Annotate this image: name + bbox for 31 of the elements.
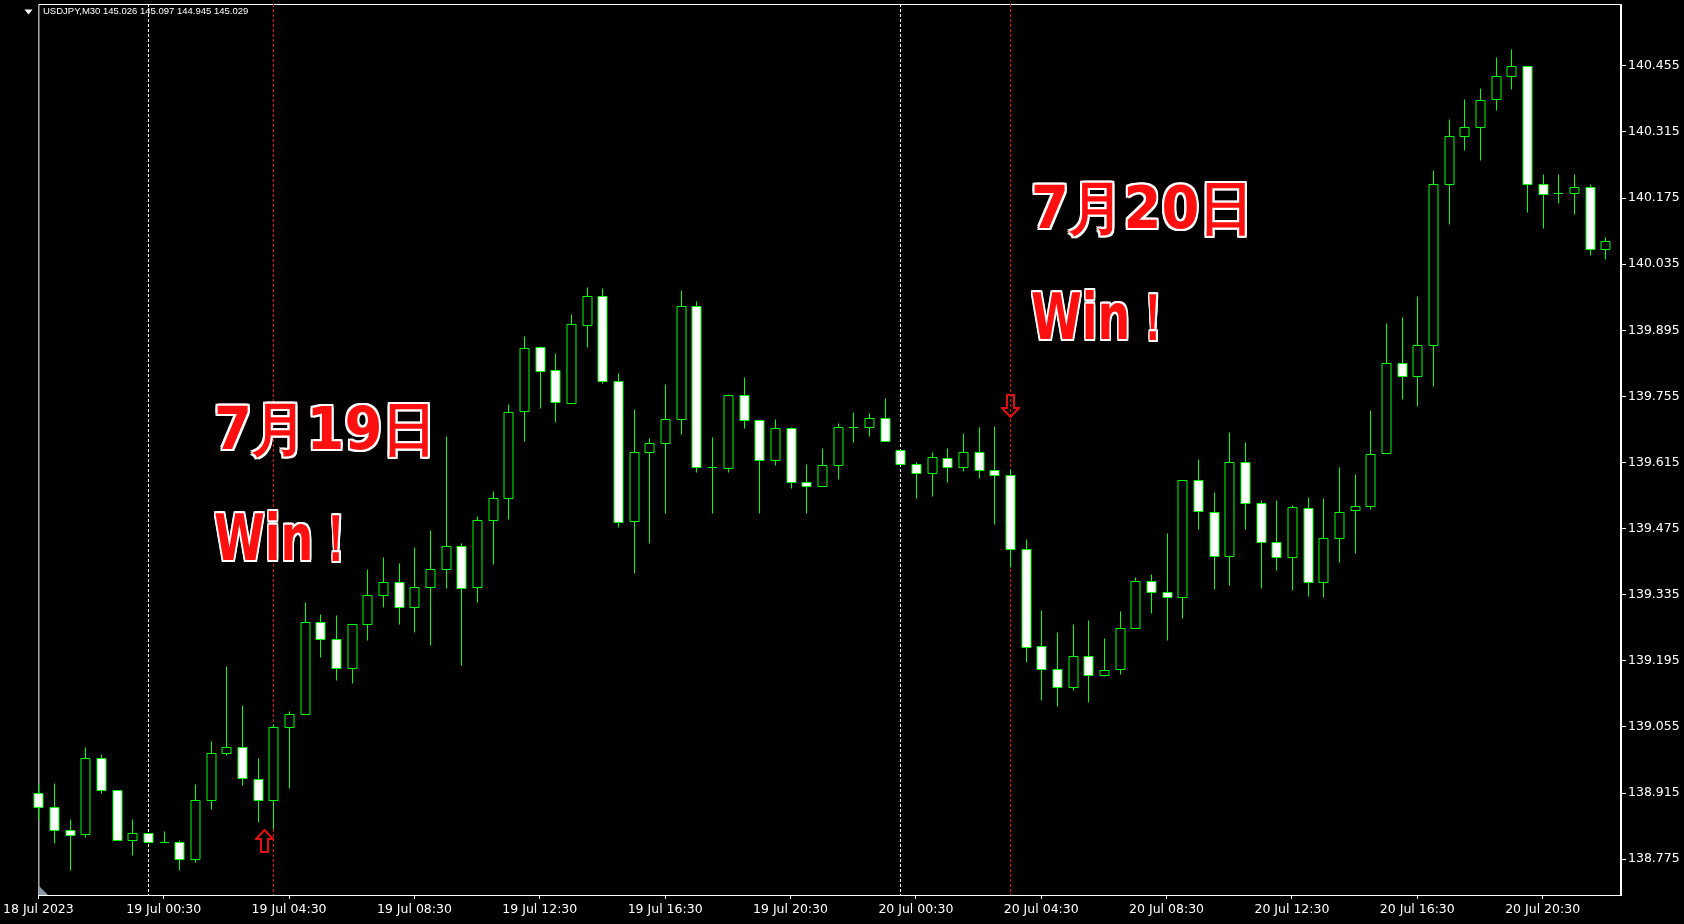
x-tick-label: 20 Jul 08:30 bbox=[1129, 900, 1205, 916]
x-tick-label: 19 Jul 20:30 bbox=[753, 900, 829, 916]
annotation: Win！ bbox=[214, 501, 360, 575]
x-tick-label: 20 Jul 04:30 bbox=[1003, 900, 1079, 916]
y-tick-label: 140.315 bbox=[1628, 123, 1680, 139]
y-tick-label: 138.775 bbox=[1628, 850, 1680, 866]
x-tick-label: 19 Jul 12:30 bbox=[502, 900, 578, 916]
y-tick-label: 138.915 bbox=[1628, 784, 1680, 800]
annotation: 7月20日 bbox=[1031, 174, 1254, 242]
annotation: Win！ bbox=[1031, 280, 1177, 354]
x-tick-label: 18 Jul 2023 bbox=[3, 900, 74, 916]
y-tick-label: 140.455 bbox=[1628, 57, 1680, 73]
x-tick-label: 19 Jul 16:30 bbox=[627, 900, 703, 916]
y-tick-label: 140.175 bbox=[1628, 189, 1680, 205]
y-tick-label: 139.335 bbox=[1628, 585, 1680, 601]
x-tick-label: 19 Jul 08:30 bbox=[376, 900, 452, 916]
y-tick-label: 139.475 bbox=[1628, 519, 1680, 535]
y-tick-label: 139.615 bbox=[1628, 453, 1680, 469]
y-tick-label: 139.895 bbox=[1628, 321, 1680, 337]
y-tick-label: 139.055 bbox=[1628, 718, 1680, 734]
y-tick-label: 139.755 bbox=[1628, 387, 1680, 403]
x-tick-label: 20 Jul 12:30 bbox=[1254, 900, 1330, 916]
x-tick-label: 20 Jul 00:30 bbox=[878, 900, 954, 916]
x-tick-label: 19 Jul 00:30 bbox=[126, 900, 202, 916]
x-tick-label: 19 Jul 04:30 bbox=[251, 900, 327, 916]
chart-title: USDJPY,M30 145.026 145.097 144.945 145.029 bbox=[43, 5, 249, 17]
y-tick-label: 140.035 bbox=[1628, 255, 1680, 271]
x-tick-label: 20 Jul 16:30 bbox=[1379, 900, 1455, 916]
annotation: 7月19日 bbox=[214, 395, 437, 463]
x-tick-label: 20 Jul 20:30 bbox=[1505, 900, 1581, 916]
y-tick-label: 139.195 bbox=[1628, 652, 1680, 668]
